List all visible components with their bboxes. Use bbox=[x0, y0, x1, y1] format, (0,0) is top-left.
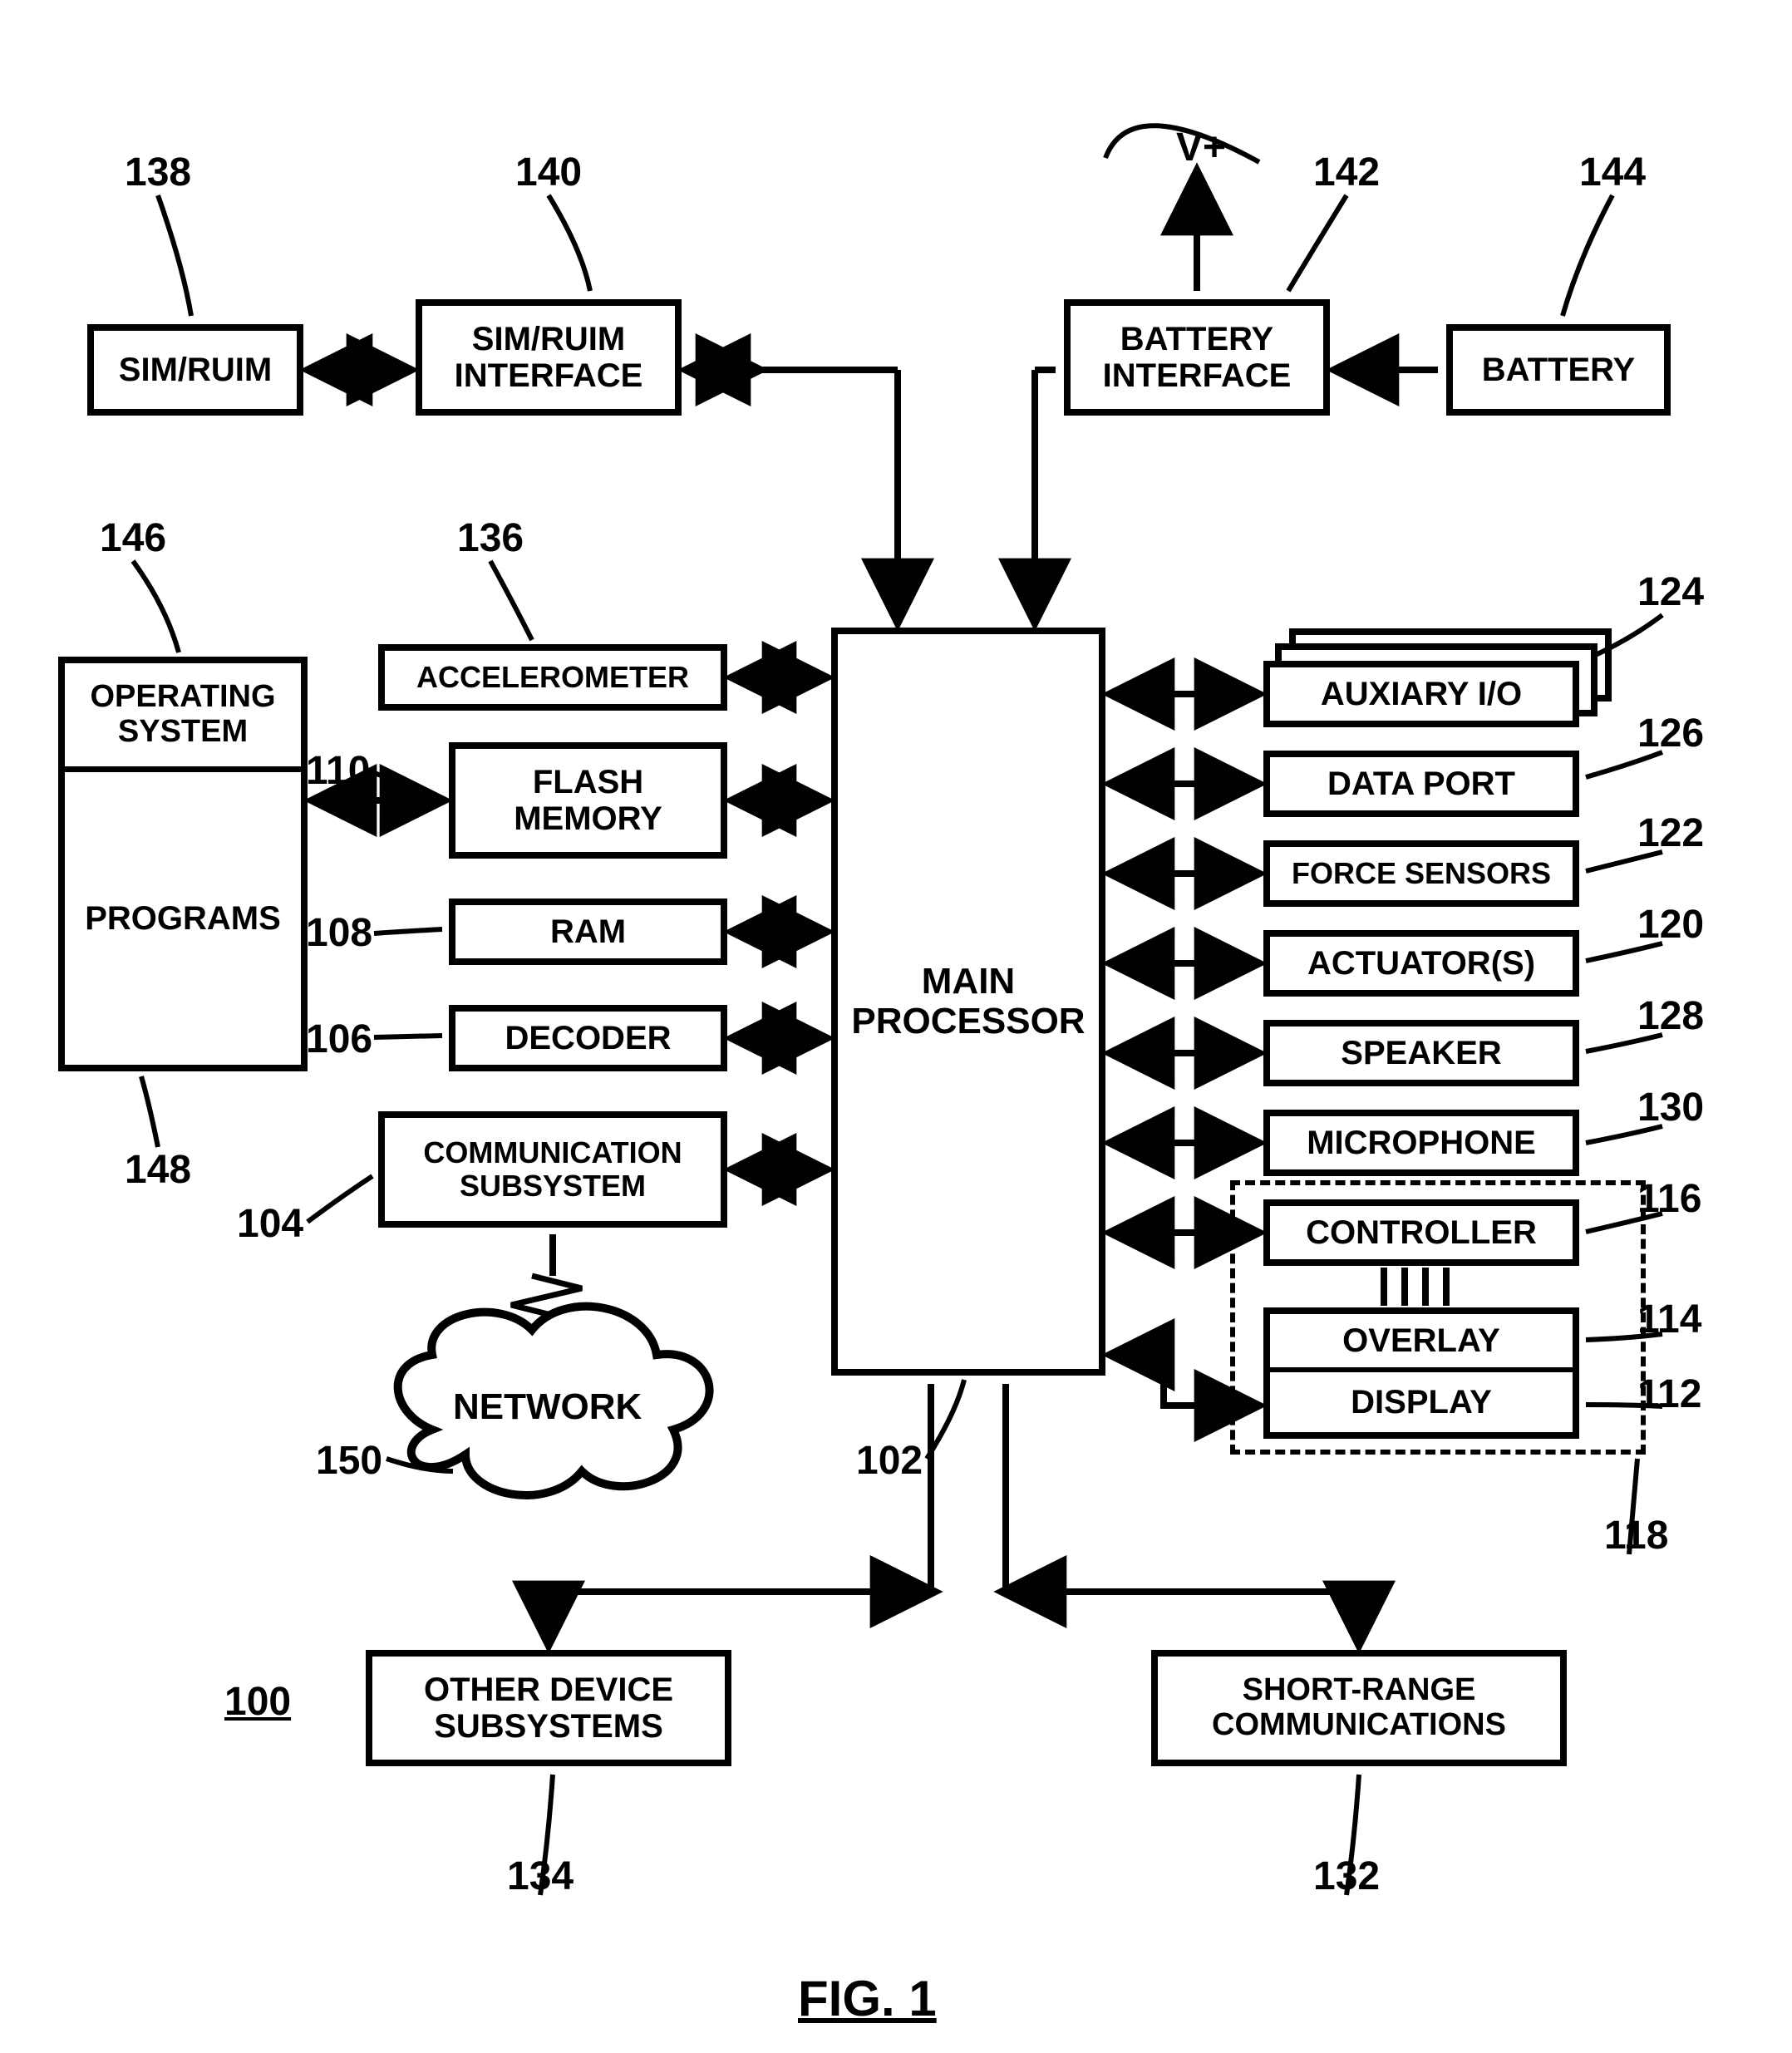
node-short-range: SHORT-RANGE COMMUNICATIONS bbox=[1151, 1650, 1567, 1766]
ref-112: 112 bbox=[1637, 1371, 1701, 1417]
node-decoder: DECODER bbox=[449, 1005, 727, 1071]
node-label: AUXIARY I/O bbox=[1321, 676, 1522, 712]
node-label: OPERATING SYSTEM bbox=[90, 680, 275, 750]
node-label: OTHER DEVICE SUBSYSTEMS bbox=[424, 1671, 673, 1745]
node-actuators: ACTUATOR(S) bbox=[1263, 930, 1579, 997]
node-label: MAIN PROCESSOR bbox=[851, 962, 1085, 1042]
ref-118: 118 bbox=[1604, 1513, 1668, 1558]
node-label: DECODER bbox=[505, 1020, 671, 1056]
node-label: ACCELEROMETER bbox=[416, 661, 689, 694]
node-ram: RAM bbox=[449, 898, 727, 965]
node-label: OVERLAY bbox=[1342, 1322, 1500, 1359]
ref-102: 102 bbox=[856, 1438, 923, 1484]
node-label: CONTROLLER bbox=[1306, 1214, 1537, 1251]
node-comm-subsystem: COMMUNICATION SUBSYSTEM bbox=[378, 1111, 727, 1228]
ref-126: 126 bbox=[1637, 711, 1704, 756]
ref-148: 148 bbox=[125, 1147, 191, 1193]
ref-138: 138 bbox=[125, 150, 191, 195]
ref-144: 144 bbox=[1579, 150, 1646, 195]
node-os: OPERATING SYSTEM bbox=[58, 657, 308, 773]
node-overlay: OVERLAY bbox=[1263, 1307, 1579, 1374]
node-label: RAM bbox=[550, 913, 626, 950]
node-label: DISPLAY bbox=[1351, 1384, 1492, 1420]
node-display: DISPLAY bbox=[1263, 1372, 1579, 1439]
node-sim-ruim: SIM/RUIM bbox=[87, 324, 303, 416]
ref-130: 130 bbox=[1637, 1085, 1704, 1130]
diagram-canvas: SIM/RUIM SIM/RUIM INTERFACE BATTERY INTE… bbox=[0, 0, 1792, 2053]
node-controller: CONTROLLER bbox=[1263, 1199, 1579, 1266]
node-flash: FLASH MEMORY bbox=[449, 742, 727, 859]
ref-120: 120 bbox=[1637, 902, 1704, 948]
node-label: SPEAKER bbox=[1341, 1035, 1501, 1071]
node-battery: BATTERY bbox=[1446, 324, 1671, 416]
ref-150: 150 bbox=[316, 1438, 382, 1484]
ref-140: 140 bbox=[515, 150, 582, 195]
ref-100: 100 bbox=[224, 1679, 291, 1725]
node-programs: PROGRAMS bbox=[58, 772, 308, 1071]
node-label: SIM/RUIM INTERFACE bbox=[455, 321, 643, 394]
node-label: FLASH MEMORY bbox=[514, 764, 662, 837]
node-speaker: SPEAKER bbox=[1263, 1020, 1579, 1086]
ref-114: 114 bbox=[1637, 1297, 1701, 1342]
ref-146: 146 bbox=[100, 515, 166, 561]
node-other-subsystems: OTHER DEVICE SUBSYSTEMS bbox=[366, 1650, 731, 1766]
node-data-port: DATA PORT bbox=[1263, 751, 1579, 817]
node-label: FORCE SENSORS bbox=[1292, 857, 1551, 890]
node-sim-ruim-interface: SIM/RUIM INTERFACE bbox=[416, 299, 682, 416]
node-force-sensors: FORCE SENSORS bbox=[1263, 840, 1579, 907]
ref-124: 124 bbox=[1637, 569, 1704, 615]
label-vplus: V+ bbox=[1176, 125, 1226, 170]
ref-106: 106 bbox=[306, 1017, 372, 1062]
ref-116: 116 bbox=[1637, 1176, 1701, 1222]
node-label: BATTERY INTERFACE bbox=[1103, 321, 1292, 394]
label-network: NETWORK bbox=[453, 1386, 642, 1428]
node-accelerometer: ACCELEROMETER bbox=[378, 644, 727, 711]
node-label: SHORT-RANGE COMMUNICATIONS bbox=[1212, 1673, 1506, 1743]
node-main-processor: MAIN PROCESSOR bbox=[831, 628, 1105, 1376]
node-label: ACTUATOR(S) bbox=[1307, 945, 1535, 982]
node-label: MICROPHONE bbox=[1307, 1125, 1536, 1161]
ref-136: 136 bbox=[457, 515, 524, 561]
node-aux-io: AUXIARY I/O bbox=[1263, 661, 1579, 727]
node-label: BATTERY bbox=[1482, 352, 1635, 388]
figure-caption: FIG. 1 bbox=[798, 1970, 937, 2027]
ref-132: 132 bbox=[1313, 1854, 1380, 1899]
node-label: DATA PORT bbox=[1327, 766, 1515, 802]
node-label: COMMUNICATION SUBSYSTEM bbox=[423, 1136, 682, 1202]
node-label: PROGRAMS bbox=[85, 900, 281, 937]
ref-122: 122 bbox=[1637, 810, 1704, 856]
ref-142: 142 bbox=[1313, 150, 1380, 195]
node-microphone: MICROPHONE bbox=[1263, 1110, 1579, 1176]
ref-104: 104 bbox=[237, 1201, 303, 1247]
ref-108: 108 bbox=[306, 910, 372, 956]
ref-110: 110 bbox=[306, 748, 370, 794]
ref-128: 128 bbox=[1637, 993, 1704, 1039]
ref-134: 134 bbox=[507, 1854, 574, 1899]
node-label: SIM/RUIM bbox=[119, 352, 272, 388]
node-battery-interface: BATTERY INTERFACE bbox=[1064, 299, 1330, 416]
